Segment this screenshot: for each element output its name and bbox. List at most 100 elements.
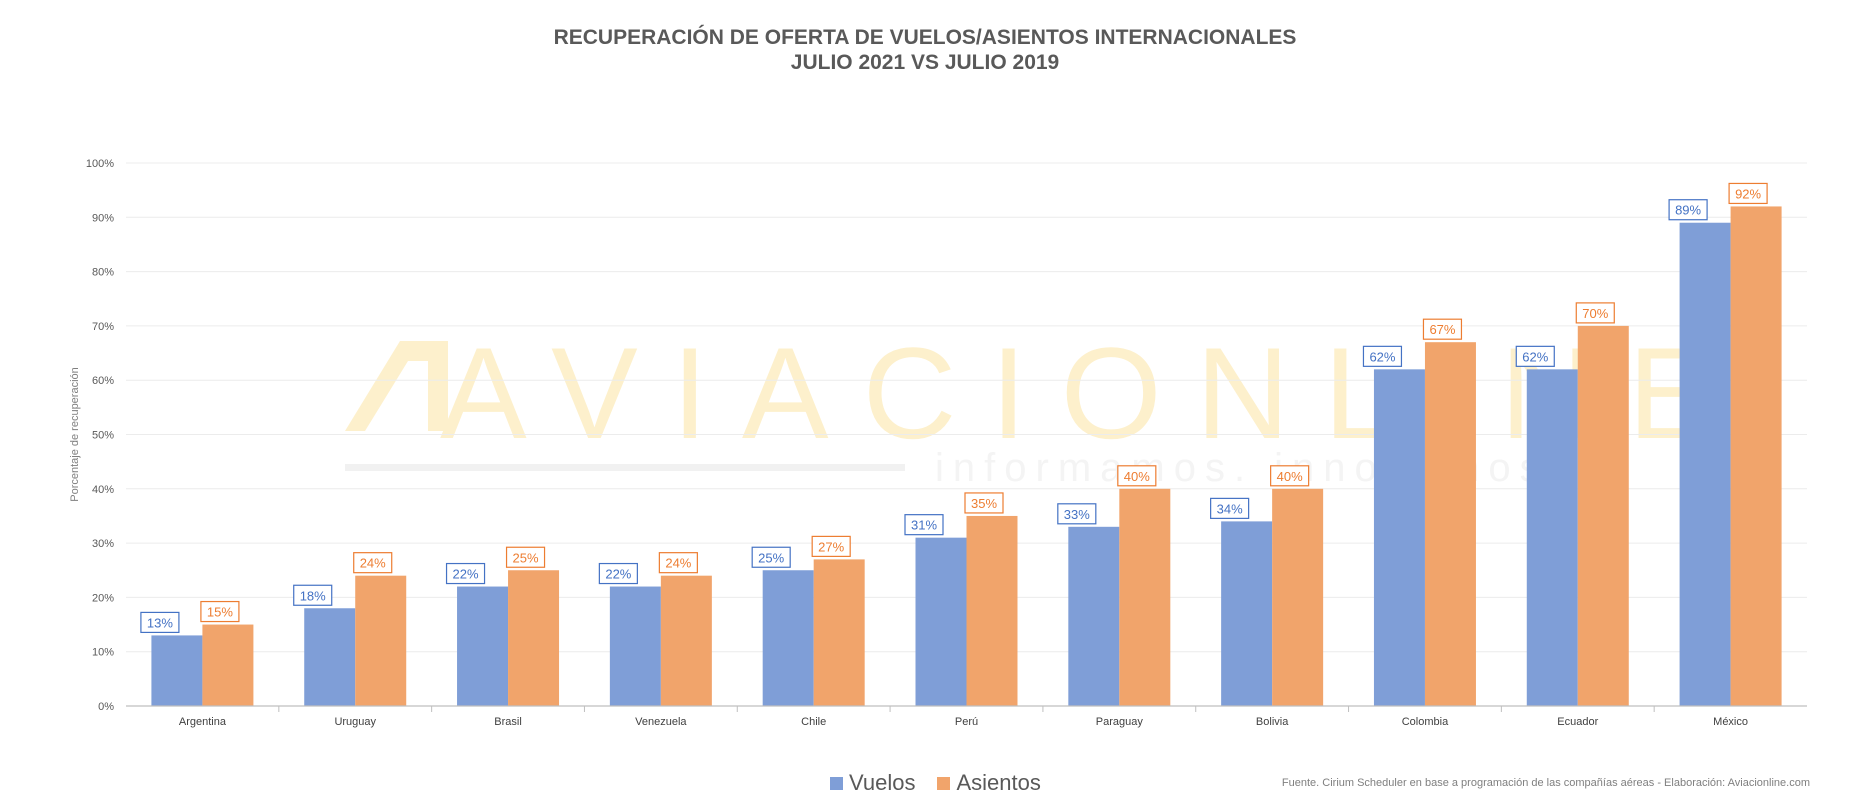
source-note: Fuente. Cirium Scheduler en base a progr… xyxy=(1281,777,1810,789)
x-tick-label: Colombia xyxy=(1402,716,1449,728)
data-label-box xyxy=(140,611,180,634)
data-label: 27% xyxy=(818,539,844,554)
y-tick-label: 20% xyxy=(92,592,114,604)
x-tick-label: Chile xyxy=(801,716,826,728)
data-label: 22% xyxy=(605,567,631,582)
y-tick-label: 0% xyxy=(98,701,114,713)
data-label-box xyxy=(200,600,240,623)
data-label: 24% xyxy=(360,556,386,571)
data-label-box xyxy=(904,514,944,536)
data-label-box xyxy=(445,562,486,585)
data-label: 22% xyxy=(453,567,479,582)
x-tick-label: Venezuela xyxy=(635,716,687,728)
bar-asientos xyxy=(202,624,254,706)
data-label-box xyxy=(1057,503,1097,525)
bar-asientos xyxy=(1730,206,1782,706)
data-label-box xyxy=(1210,497,1250,519)
data-label: 92% xyxy=(1735,186,1761,201)
bar-vuelos xyxy=(151,635,203,706)
data-label-box xyxy=(1362,345,1403,367)
y-tick-label: 80% xyxy=(92,267,114,279)
bar-asientos xyxy=(813,559,865,706)
data-label-box xyxy=(1575,302,1615,324)
legend-swatch-vuelos xyxy=(830,776,843,790)
data-label: 40% xyxy=(1277,469,1303,484)
legend-item-asientos: Asientos xyxy=(937,770,1041,796)
x-tick-label: Ecuador xyxy=(1557,716,1598,728)
data-label: 15% xyxy=(207,605,233,620)
data-label: 34% xyxy=(1217,501,1243,516)
bar-vuelos xyxy=(1373,369,1425,706)
bar-vuelos xyxy=(457,586,509,706)
legend-label-asientos: Asientos xyxy=(956,770,1041,795)
y-tick-label: 60% xyxy=(92,375,114,387)
data-label: 24% xyxy=(665,556,691,571)
x-tick-label: Uruguay xyxy=(334,716,376,728)
y-axis-title: Porcentaje de recuperación xyxy=(69,367,81,502)
x-tick-label: Paraguay xyxy=(1096,716,1144,728)
data-label-box xyxy=(1728,182,1768,205)
chart-title-line-2: JULIO 2021 VS JULIO 2019 xyxy=(790,51,1060,74)
y-tick-label: 30% xyxy=(92,538,114,550)
bar-asientos xyxy=(355,575,407,706)
bar-vuelos xyxy=(762,570,814,706)
y-tick-label: 40% xyxy=(92,484,114,496)
data-label: 40% xyxy=(1124,469,1150,484)
bar-vuelos xyxy=(1068,526,1120,706)
data-label: 18% xyxy=(300,588,326,603)
data-label-box xyxy=(293,584,333,606)
y-tick-label: 70% xyxy=(92,321,114,333)
bar-vuelos xyxy=(915,537,967,706)
bar-vuelos xyxy=(304,608,356,706)
bar-asientos xyxy=(660,575,712,706)
bar-asientos xyxy=(1119,488,1171,706)
data-label-box xyxy=(1515,345,1555,367)
bar-asientos xyxy=(1424,342,1476,706)
data-label: 70% xyxy=(1582,306,1608,321)
x-tick-label: Brasil xyxy=(494,716,522,728)
data-label: 31% xyxy=(911,518,937,533)
bar-asientos xyxy=(966,515,1018,706)
x-tick-label: Argentina xyxy=(179,716,227,728)
y-tick-label: 10% xyxy=(92,647,114,659)
data-label-box xyxy=(598,562,638,585)
data-label-box xyxy=(1117,465,1157,487)
legend: Vuelos Asientos xyxy=(830,770,1041,796)
data-label: 67% xyxy=(1429,322,1455,337)
data-label: 25% xyxy=(758,550,784,565)
y-tick-label: 50% xyxy=(92,430,114,442)
bar-asientos xyxy=(1272,488,1324,706)
legend-swatch-asientos xyxy=(937,776,951,790)
bar-vuelos xyxy=(1526,369,1578,706)
data-label-box xyxy=(353,552,393,574)
data-label-box xyxy=(505,546,546,568)
x-tick-label: México xyxy=(1713,716,1748,728)
bar-vuelos xyxy=(609,586,661,706)
data-label-box xyxy=(811,535,851,557)
data-label: 62% xyxy=(1369,349,1395,364)
data-label: 62% xyxy=(1522,349,1548,364)
bar-vuelos xyxy=(1221,521,1273,706)
y-tick-label: 90% xyxy=(92,212,114,224)
data-label: 89% xyxy=(1675,203,1701,218)
legend-label-vuelos: Vuelos xyxy=(849,770,916,795)
data-label: 13% xyxy=(147,615,173,630)
data-label: 25% xyxy=(513,550,539,565)
x-tick-label: Perú xyxy=(955,716,978,728)
chart-title-line-1: RECUPERACIÓN DE OFERTA DE VUELOS/ASIENTO… xyxy=(553,26,1297,49)
data-label: 33% xyxy=(1064,507,1090,522)
data-label-box xyxy=(1270,465,1310,487)
data-label-box xyxy=(658,552,698,574)
data-label-box xyxy=(1422,318,1463,340)
data-label: 35% xyxy=(971,496,997,511)
data-label-box xyxy=(751,546,791,568)
x-tick-label: Bolivia xyxy=(1256,716,1289,728)
bar-asientos xyxy=(508,570,560,706)
y-tick-label: 100% xyxy=(86,158,114,170)
bar-vuelos xyxy=(1679,222,1731,707)
data-label-box xyxy=(964,492,1004,514)
bar-asientos xyxy=(1577,325,1629,706)
data-label-box xyxy=(1668,199,1708,221)
legend-item-vuelos: Vuelos xyxy=(830,770,915,796)
